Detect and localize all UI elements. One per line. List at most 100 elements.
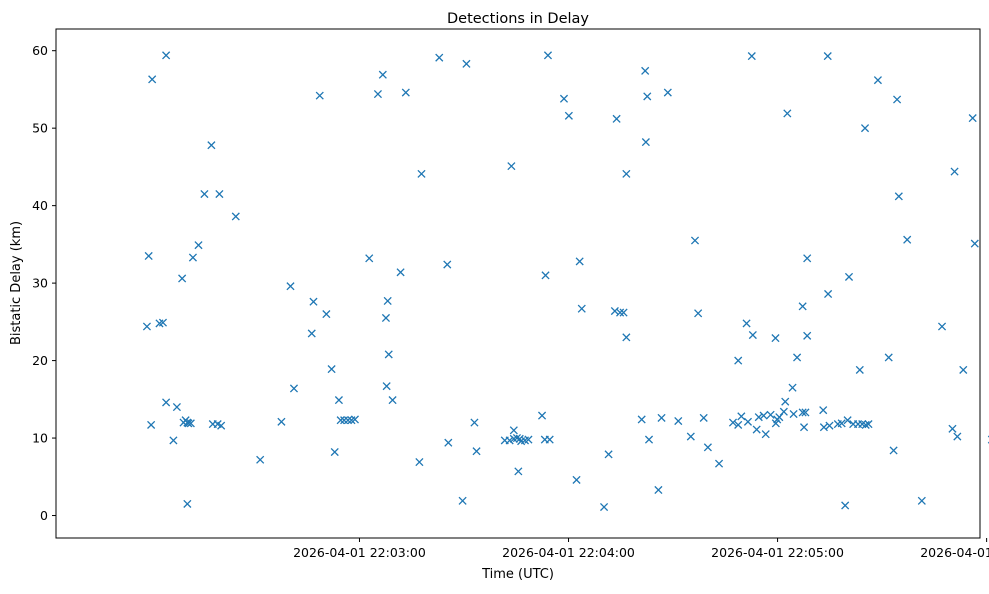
data-point — [748, 330, 757, 340]
data-point — [801, 408, 810, 417]
data-point — [415, 458, 424, 467]
x-axis-label: Time (UTC) — [481, 567, 554, 582]
data-point — [674, 416, 683, 426]
data-point — [286, 282, 295, 291]
data-point — [514, 467, 523, 476]
data-point — [384, 350, 393, 359]
data-point — [559, 94, 569, 103]
data-point — [641, 138, 650, 147]
data-point — [793, 353, 802, 362]
data-point — [752, 425, 761, 434]
data-point — [604, 450, 613, 459]
data-point — [657, 413, 666, 422]
data-point — [289, 384, 299, 393]
data-point — [172, 403, 181, 412]
data-point — [543, 51, 553, 60]
data-point — [545, 435, 554, 444]
data-point — [396, 268, 405, 277]
data-point — [894, 192, 903, 201]
data-point — [686, 432, 695, 441]
data-point — [843, 416, 852, 425]
data-point — [968, 114, 977, 123]
data-point — [564, 111, 573, 120]
chart-title: Detections in Delay — [447, 11, 589, 27]
y-tick-label: 10 — [32, 431, 48, 446]
data-point — [783, 109, 792, 118]
data-point — [824, 289, 833, 299]
data-point — [381, 313, 391, 323]
y-tick-label: 40 — [32, 198, 48, 213]
data-point — [373, 90, 382, 99]
data-point — [340, 416, 349, 425]
data-point — [728, 418, 738, 427]
data-point — [781, 397, 790, 406]
data-point — [734, 356, 743, 365]
data-point — [742, 319, 751, 328]
data-point — [948, 424, 957, 433]
data-point — [169, 436, 178, 445]
x-tick-label: 2026-04-01 22:05:00 — [711, 545, 844, 560]
data-point — [309, 297, 318, 306]
data-point — [917, 496, 926, 505]
data-point — [382, 382, 391, 391]
data-point — [766, 410, 775, 419]
data-point — [462, 59, 471, 68]
data-point — [622, 169, 631, 178]
data-point — [537, 411, 547, 420]
data-point — [889, 446, 898, 455]
data-point — [703, 443, 712, 452]
data-point — [953, 432, 962, 441]
data-point — [837, 419, 846, 428]
data-point — [577, 304, 586, 313]
data-point — [803, 254, 812, 263]
data-point — [207, 141, 216, 150]
data-point — [663, 88, 672, 97]
y-tick-label: 30 — [32, 276, 48, 291]
x-tick-label: 2026-04-01 22:04:00 — [502, 545, 635, 560]
data-point — [643, 92, 652, 101]
data-point — [654, 485, 663, 495]
data-point — [884, 353, 893, 362]
data-point — [825, 421, 834, 430]
data-point — [188, 253, 197, 262]
y-axis: 0 10 20 30 40 50 60 — [32, 43, 56, 523]
plot-marks — [142, 51, 989, 512]
data-point — [714, 459, 724, 468]
data-point — [819, 406, 828, 415]
data-point — [512, 433, 522, 443]
data-point — [509, 426, 518, 435]
data-point — [950, 167, 959, 176]
data-point — [575, 257, 584, 266]
data-point — [178, 274, 187, 283]
x-axis: 2026-04-01 22:03:00 2026-04-01 22:04:00 20… — [293, 538, 989, 560]
data-point — [458, 496, 467, 505]
y-tick-label: 20 — [32, 353, 48, 368]
data-point — [599, 502, 609, 512]
data-point — [383, 296, 392, 305]
y-tick-label: 0 — [40, 508, 48, 523]
data-point — [142, 322, 151, 331]
data-point — [343, 416, 353, 425]
data-point — [256, 455, 265, 464]
data-point — [641, 66, 650, 75]
data-point — [861, 420, 870, 429]
y-tick-label: 60 — [32, 43, 48, 58]
data-point — [330, 447, 339, 457]
data-point — [507, 162, 516, 171]
data-point — [401, 88, 410, 97]
data-point — [388, 396, 397, 405]
data-point — [789, 409, 798, 419]
data-point — [515, 434, 524, 443]
data-point — [147, 420, 156, 429]
data-point — [771, 334, 780, 343]
data-point — [215, 189, 224, 199]
data-point — [610, 306, 619, 316]
data-point — [231, 212, 240, 221]
data-point — [860, 124, 870, 133]
x-tick-label: 2026-04-01 22:06:00 — [920, 545, 989, 560]
data-point — [417, 169, 426, 178]
data-point — [322, 310, 331, 319]
data-point — [779, 407, 788, 416]
